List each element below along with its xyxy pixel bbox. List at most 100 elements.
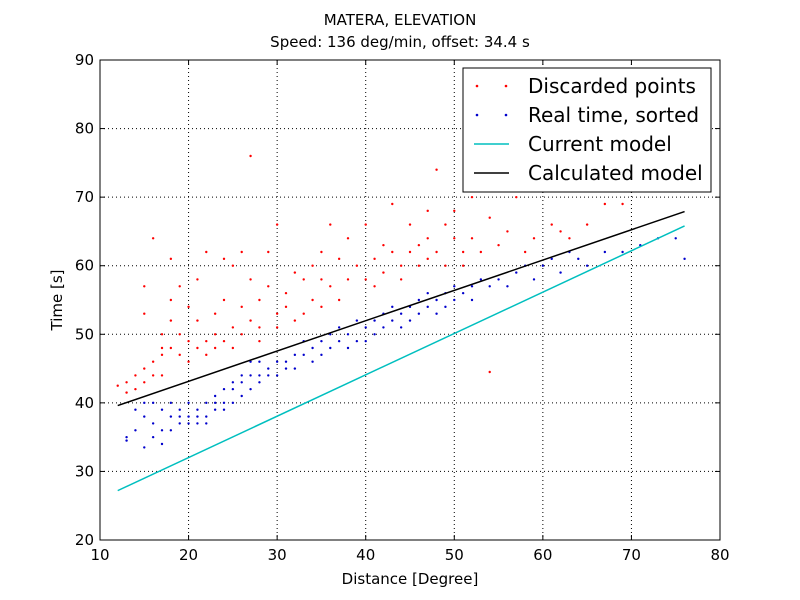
discarded-points-point [585, 223, 589, 226]
discarded-points-point [391, 250, 394, 254]
real-time-sorted-point [284, 367, 288, 370]
real-time-sorted-point [346, 333, 350, 336]
discarded-points-point [302, 278, 305, 281]
discarded-points-point [320, 278, 323, 281]
discarded-points-point [213, 312, 217, 315]
real-time-sorted-point [134, 429, 137, 432]
y-axis-label: Time [s] [48, 270, 66, 332]
discarded-points-point [426, 257, 429, 261]
discarded-points-point [329, 223, 332, 226]
discarded-points-point [346, 278, 350, 281]
x-tick-label: 80 [710, 546, 729, 564]
discarded-points-point [382, 271, 385, 274]
real-time-sorted-point [488, 285, 491, 288]
legend-label-discarded: Discarded points [528, 74, 696, 98]
real-time-sorted-point [160, 429, 164, 432]
discarded-points-point [302, 312, 305, 315]
discarded-points-point [249, 278, 252, 281]
discarded-points-point [621, 202, 624, 206]
real-time-sorted-point [461, 291, 465, 295]
legend-box [462, 67, 712, 193]
discarded-points-point [382, 243, 385, 247]
discarded-points-point [426, 209, 429, 213]
real-time-sorted-point [222, 401, 226, 405]
discarded-points-point [515, 195, 518, 199]
real-time-sorted-point [497, 278, 500, 281]
real-time-sorted-point [506, 285, 509, 288]
x-tick-label: 50 [445, 546, 464, 564]
real-time-sorted-point [213, 401, 217, 405]
real-time-sorted-point [417, 312, 421, 315]
real-time-sorted-point [532, 278, 536, 281]
real-time-sorted-point [249, 387, 252, 391]
discarded-points-point [205, 250, 208, 254]
real-time-sorted-point [267, 374, 270, 377]
real-time-sorted-point [337, 339, 341, 343]
real-time-sorted-point [240, 381, 243, 384]
discarded-points-point [222, 298, 226, 302]
discarded-points-point [337, 257, 341, 261]
real-time-sorted-point [337, 326, 341, 329]
real-time-sorted-point [160, 442, 164, 446]
real-time-sorted-point [258, 374, 261, 377]
real-time-sorted-point [143, 446, 146, 449]
real-time-sorted-point [258, 360, 261, 363]
discarded-points-point [240, 305, 243, 309]
real-time-sorted-point [426, 305, 429, 309]
real-time-sorted-point [196, 408, 199, 411]
x-tick-label: 70 [622, 546, 641, 564]
real-time-sorted-point [470, 298, 474, 302]
discarded-points-point [275, 326, 279, 329]
plot-marks [116, 154, 686, 492]
discarded-points-point [373, 285, 376, 288]
real-time-sorted-point [683, 257, 686, 261]
discarded-points-point [213, 333, 217, 336]
discarded-points-point [169, 319, 173, 322]
discarded-points-point [231, 264, 235, 267]
y-tick-label: 30 [75, 462, 94, 480]
calculated-model-line [117, 210, 685, 407]
real-time-sorted-point [444, 305, 447, 309]
real-time-sorted-point [267, 367, 270, 370]
legend-marker-real-time-2 [504, 113, 508, 117]
real-time-sorted-point [231, 401, 235, 405]
discarded-points-point [523, 250, 527, 254]
x-tick-label: 20 [179, 546, 198, 564]
real-time-sorted-point [249, 374, 252, 377]
real-time-sorted-point [585, 264, 589, 267]
discarded-points-point [240, 333, 243, 336]
real-time-sorted-point [231, 387, 235, 391]
discarded-points-point [391, 202, 394, 206]
discarded-points-point [417, 243, 421, 247]
discarded-points-point [249, 154, 252, 158]
discarded-points-point [213, 346, 217, 350]
real-time-sorted-point [134, 408, 137, 411]
discarded-points-point [453, 237, 456, 240]
discarded-points-point [249, 319, 252, 322]
discarded-points-point [143, 381, 146, 384]
legend-marker-discarded-1 [475, 84, 479, 88]
legend-entry-real-time: Real time, sorted [475, 103, 699, 127]
real-time-sorted-point [302, 353, 305, 357]
real-time-sorted-point [293, 353, 297, 357]
y-tick-label: 40 [75, 394, 94, 412]
discarded-points-point [435, 168, 438, 171]
discarded-points-point [364, 223, 367, 226]
discarded-points-point [284, 305, 288, 309]
x-tick-label: 30 [268, 546, 287, 564]
real-time-sorted-point [577, 257, 580, 261]
y-tick-label: 50 [75, 325, 94, 343]
discarded-points-point [178, 285, 181, 288]
discarded-points-point [408, 250, 412, 254]
discarded-points-point [205, 339, 208, 343]
real-time-sorted-point [178, 415, 181, 418]
real-time-sorted-point [435, 298, 438, 302]
real-time-sorted-point [258, 381, 261, 384]
discarded-points-point [479, 250, 483, 254]
real-time-sorted-point [373, 319, 376, 322]
discarded-points-point [160, 353, 164, 357]
discarded-points-point [461, 250, 465, 254]
real-time-sorted-point [621, 250, 624, 254]
discarded-points-point [151, 374, 155, 377]
